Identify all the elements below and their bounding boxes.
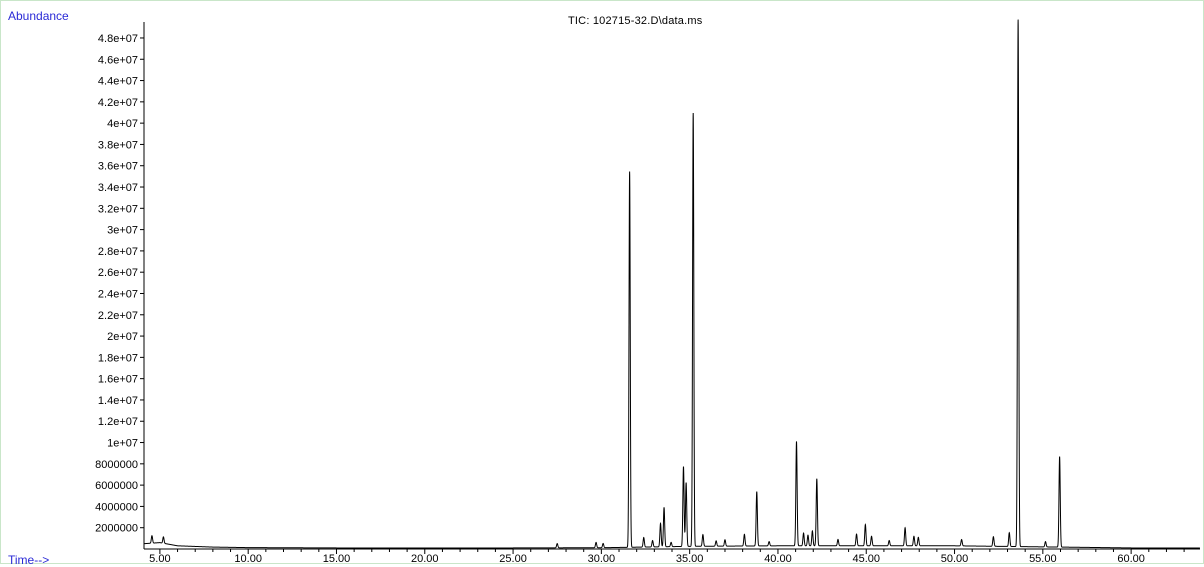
y-tick-label: 2000000 bbox=[95, 523, 138, 535]
y-tick-label: 4e+07 bbox=[107, 118, 138, 130]
y-tick-label: 6000000 bbox=[95, 480, 138, 492]
x-tick-label: 20.00 bbox=[411, 553, 439, 564]
x-tick-label: 5.00 bbox=[149, 553, 170, 564]
y-tick-label: 1.4e+07 bbox=[98, 395, 138, 407]
x-tick-label: 25.00 bbox=[499, 553, 527, 564]
y-tick-label: 1.2e+07 bbox=[98, 416, 138, 428]
x-tick-label: 35.00 bbox=[676, 553, 704, 564]
y-tick-label: 2e+07 bbox=[107, 331, 138, 343]
x-tick-label: 50.00 bbox=[941, 553, 969, 564]
y-tick-label: 4000000 bbox=[95, 501, 138, 513]
x-tick-label: 10.00 bbox=[234, 553, 262, 564]
x-tick-label: 55.00 bbox=[1029, 553, 1057, 564]
y-axis-label: Abundance bbox=[8, 9, 69, 23]
x-tick-label: 60.00 bbox=[1117, 553, 1145, 564]
y-tick-label: 4.8e+07 bbox=[98, 33, 138, 45]
y-tick-label: 4.2e+07 bbox=[98, 97, 138, 109]
y-tick-label: 8000000 bbox=[95, 459, 138, 471]
y-tick-label: 3.8e+07 bbox=[98, 139, 138, 151]
y-tick-label: 2.6e+07 bbox=[98, 267, 138, 279]
y-tick-label: 3.2e+07 bbox=[98, 203, 138, 215]
x-tick-label: 15.00 bbox=[323, 553, 351, 564]
y-tick-label: 2.8e+07 bbox=[98, 246, 138, 258]
y-tick-label: 2.4e+07 bbox=[98, 288, 138, 300]
y-tick-label: 4.4e+07 bbox=[98, 76, 138, 88]
x-tick-label: 30.00 bbox=[588, 553, 616, 564]
tic-trace-series bbox=[143, 19, 1200, 549]
y-tick-label: 1.6e+07 bbox=[98, 374, 138, 386]
x-tick-label: 40.00 bbox=[764, 553, 792, 564]
y-tick-label: 1.8e+07 bbox=[98, 352, 138, 364]
x-tick-label: 45.00 bbox=[852, 553, 880, 564]
y-tick-label: 3.6e+07 bbox=[98, 161, 138, 173]
y-tick-label: 2.2e+07 bbox=[98, 310, 138, 322]
chart-title: TIC: 102715-32.D\data.ms bbox=[568, 15, 703, 27]
y-tick-label: 3e+07 bbox=[107, 225, 138, 237]
y-tick-label: 1e+07 bbox=[107, 438, 138, 450]
y-tick-label: 3.4e+07 bbox=[98, 182, 138, 194]
y-tick-label: 4.6e+07 bbox=[98, 54, 138, 66]
